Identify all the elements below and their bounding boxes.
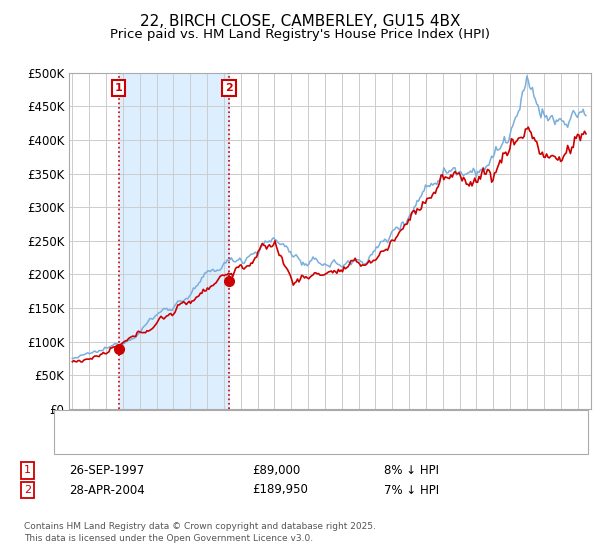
Text: ——: ——: [69, 429, 97, 444]
Text: 22, BIRCH CLOSE, CAMBERLEY, GU15 4BX (semi-detached house): 22, BIRCH CLOSE, CAMBERLEY, GU15 4BX (se…: [93, 418, 434, 428]
Text: This data is licensed under the Open Government Licence v3.0.: This data is licensed under the Open Gov…: [24, 534, 313, 543]
Text: £89,000: £89,000: [252, 464, 300, 477]
Text: ——: ——: [69, 416, 97, 430]
Bar: [119, 73, 229, 409]
Text: 8% ↓ HPI: 8% ↓ HPI: [384, 464, 439, 477]
Text: 2: 2: [226, 83, 233, 93]
Text: Contains HM Land Registry data © Crown copyright and database right 2025.: Contains HM Land Registry data © Crown c…: [24, 522, 376, 531]
Text: Price paid vs. HM Land Registry's House Price Index (HPI): Price paid vs. HM Land Registry's House …: [110, 28, 490, 41]
Text: 1: 1: [24, 465, 31, 475]
Text: 1: 1: [115, 83, 122, 93]
Text: 22, BIRCH CLOSE, CAMBERLEY, GU15 4BX: 22, BIRCH CLOSE, CAMBERLEY, GU15 4BX: [140, 14, 460, 29]
Text: 2: 2: [24, 485, 31, 495]
Text: 7% ↓ HPI: 7% ↓ HPI: [384, 483, 439, 497]
Text: HPI: Average price, semi-detached house, Surrey Heath: HPI: Average price, semi-detached house,…: [93, 431, 383, 441]
Text: £189,950: £189,950: [252, 483, 308, 497]
Text: 28-APR-2004: 28-APR-2004: [69, 483, 145, 497]
Text: 26-SEP-1997: 26-SEP-1997: [69, 464, 144, 477]
